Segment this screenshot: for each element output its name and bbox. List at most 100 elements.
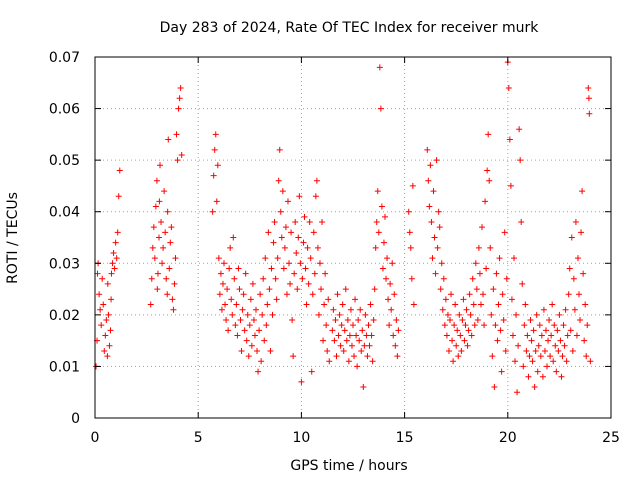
data-point — [550, 358, 557, 365]
data-point — [176, 95, 183, 102]
data-point — [512, 358, 519, 365]
data-point — [443, 332, 450, 339]
data-point — [241, 327, 248, 334]
data-point — [313, 177, 320, 184]
data-point — [163, 275, 170, 282]
data-point — [172, 255, 179, 262]
data-point — [450, 358, 457, 365]
data-point — [154, 270, 161, 277]
data-point — [376, 64, 383, 71]
data-point — [493, 270, 500, 277]
data-point — [362, 311, 369, 318]
data-point — [174, 157, 181, 164]
data-point — [384, 255, 391, 262]
data-point — [380, 239, 387, 246]
x-tick-label: 5 — [194, 430, 203, 446]
data-point — [406, 229, 413, 236]
data-point — [464, 342, 471, 349]
data-point — [97, 306, 104, 313]
data-point — [213, 198, 220, 205]
data-point — [340, 347, 347, 354]
data-point — [316, 260, 323, 267]
data-point — [449, 337, 456, 344]
data-point — [451, 322, 458, 329]
data-point — [567, 327, 574, 334]
data-point — [348, 342, 355, 349]
data-point — [494, 337, 501, 344]
data-point — [210, 172, 217, 179]
data-point — [289, 317, 296, 324]
data-point — [320, 337, 327, 344]
data-point — [288, 229, 295, 236]
data-point — [312, 193, 319, 200]
data-point — [474, 317, 481, 324]
data-point — [216, 291, 223, 298]
data-point — [223, 317, 230, 324]
data-point — [175, 105, 182, 112]
data-point — [439, 306, 446, 313]
data-point — [156, 198, 163, 205]
data-point — [268, 265, 275, 272]
data-point — [347, 306, 354, 313]
data-point — [570, 275, 577, 282]
data-point — [293, 249, 300, 256]
data-point — [469, 275, 476, 282]
data-point — [324, 347, 331, 354]
data-point — [227, 244, 234, 251]
data-point — [104, 353, 111, 360]
data-point — [369, 358, 376, 365]
data-point — [165, 136, 172, 143]
data-point — [257, 291, 264, 298]
data-point — [361, 342, 368, 349]
data-point — [148, 275, 155, 282]
data-point — [332, 317, 339, 324]
data-point — [221, 260, 227, 267]
data-point — [111, 265, 118, 272]
data-point — [231, 275, 238, 282]
data-point — [490, 286, 497, 293]
data-point — [541, 347, 548, 354]
data-point — [554, 327, 561, 334]
data-point — [158, 219, 165, 226]
data-point — [267, 347, 274, 354]
data-point — [540, 306, 547, 313]
data-point — [105, 311, 112, 318]
data-point — [270, 239, 277, 246]
data-point — [341, 327, 348, 334]
data-point — [501, 229, 508, 236]
data-point — [363, 332, 370, 339]
data-point — [366, 342, 373, 349]
data-point — [502, 347, 509, 354]
data-point — [153, 177, 160, 184]
data-point — [525, 373, 532, 380]
data-point — [389, 260, 396, 267]
data-point — [556, 311, 563, 318]
data-point — [236, 286, 243, 293]
x-tick-label: 15 — [396, 430, 414, 446]
data-point — [350, 322, 356, 329]
data-point — [314, 244, 321, 251]
x-axis: 0 5 10 15 20 25 — [91, 57, 620, 446]
data-point — [576, 291, 583, 298]
data-point — [319, 219, 326, 226]
data-point — [244, 311, 251, 318]
data-point — [391, 291, 398, 298]
y-tick-label: 0.04 — [49, 205, 80, 221]
data-point — [545, 337, 552, 344]
y-tick-label: 0 — [71, 411, 80, 427]
data-point — [531, 384, 538, 391]
data-point — [168, 224, 175, 231]
data-point — [447, 317, 454, 324]
grid-lines — [95, 57, 611, 418]
data-point — [370, 317, 377, 324]
data-point — [283, 291, 290, 298]
data-point — [99, 275, 106, 282]
data-point — [107, 327, 114, 334]
data-point — [383, 275, 390, 282]
data-point — [437, 286, 444, 293]
data-point — [481, 322, 488, 329]
data-point — [339, 301, 346, 308]
data-point — [381, 213, 388, 220]
data-point — [305, 280, 312, 287]
data-point — [284, 198, 291, 205]
